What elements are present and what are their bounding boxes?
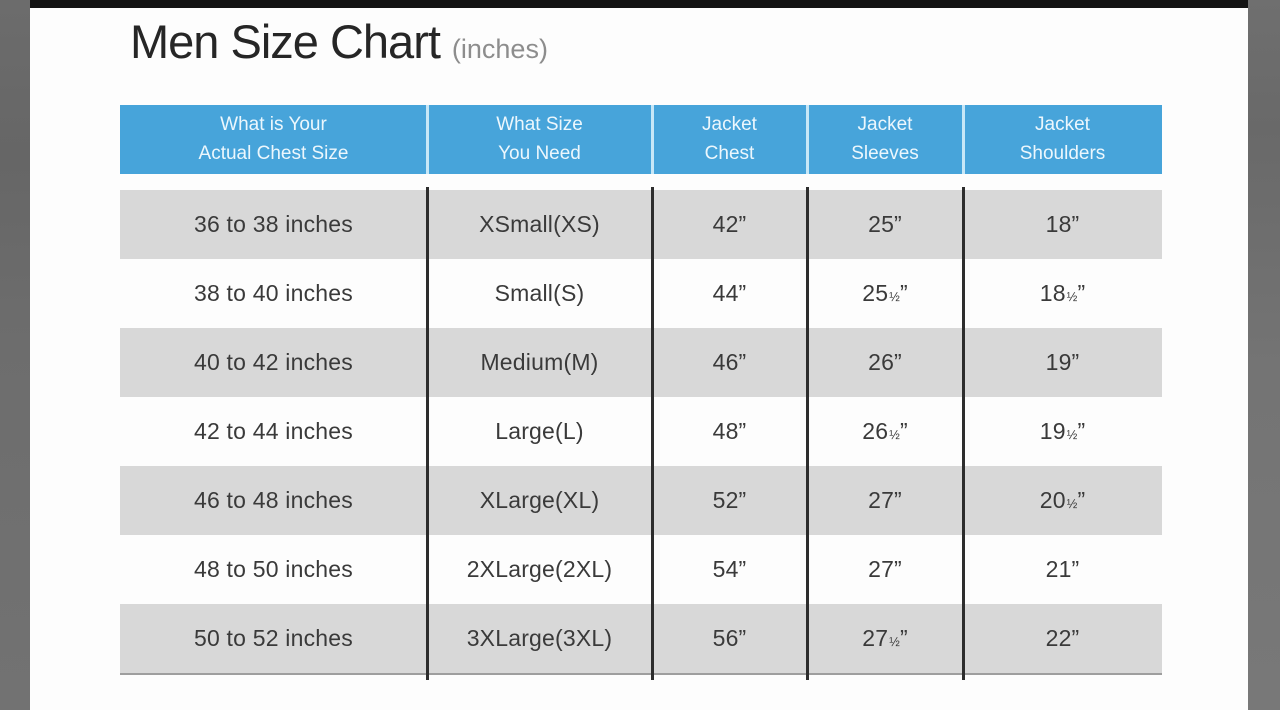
header-cell-jacket-chest: Jacket Chest: [702, 114, 757, 164]
column-divider: [651, 187, 654, 680]
cell-chest-range: 42 to 44 inches: [193, 418, 353, 444]
table-row: 40 to 42 inches Medium(M) 46” 26” 19”: [120, 328, 1162, 397]
column-divider: [806, 187, 809, 680]
cell-jacket-shoulders: 22”: [1045, 625, 1080, 651]
cell-jacket-sleeves: 27 ½”: [862, 625, 908, 651]
cell-chest-range: 48 to 50 inches: [193, 556, 353, 582]
table-rows: 36 to 38 inches XSmall(XS) 42” 25” 18” 3…: [120, 190, 1162, 673]
cell-size-needed: XSmall(XS): [479, 211, 600, 237]
cell-size-needed: 2XLarge(2XL): [466, 556, 613, 582]
cell-jacket-chest: 52”: [712, 487, 747, 513]
half-fraction: ½: [1066, 496, 1078, 511]
half-fraction: ½: [889, 634, 900, 649]
column-divider: [962, 187, 965, 680]
half-fraction: ½: [1066, 427, 1078, 442]
header-column-divider: [806, 105, 809, 174]
header-cell-chest-range: What is Your Actual Chest Size: [198, 114, 349, 164]
half-fraction: ½: [889, 427, 900, 442]
size-chart-table: What is Your Actual Chest Size What Size…: [120, 105, 1162, 680]
cell-jacket-sleeves: 26”: [868, 349, 902, 375]
cell-jacket-shoulders: 20 ½”: [1039, 487, 1086, 513]
cell-jacket-chest: 42”: [712, 211, 747, 237]
cell-jacket-shoulders: 21”: [1045, 556, 1080, 582]
table-body: 36 to 38 inches XSmall(XS) 42” 25” 18” 3…: [120, 187, 1162, 680]
table-row: 38 to 40 inches Small(S) 44” 25 ½” 18 ½”: [120, 259, 1162, 328]
header-column-divider: [651, 105, 654, 174]
table-row: 36 to 38 inches XSmall(XS) 42” 25” 18”: [120, 190, 1162, 259]
cell-chest-range: 46 to 48 inches: [193, 487, 353, 513]
cell-size-needed: 3XLarge(3XL): [466, 625, 613, 651]
cell-chest-range: 36 to 38 inches: [193, 211, 353, 237]
header-column-divider: [426, 105, 429, 174]
cell-chest-range: 38 to 40 inches: [193, 280, 353, 306]
header-column-divider: [962, 105, 965, 174]
top-letterbox-bar: [30, 0, 1248, 8]
cell-jacket-chest: 44”: [712, 280, 747, 306]
header-cell-jacket-sleeves: Jacket Sleeves: [851, 114, 919, 164]
cell-jacket-chest: 56”: [712, 625, 747, 651]
cell-jacket-sleeves: 25”: [868, 211, 902, 237]
table-header-row: What is Your Actual Chest Size What Size…: [120, 105, 1162, 174]
cell-jacket-shoulders: 19 ½”: [1039, 418, 1086, 444]
cell-jacket-sleeves: 27”: [868, 487, 902, 513]
header-cell-jacket-shoulders: Jacket Shoulders: [1019, 114, 1106, 164]
header-cell-size-needed: What Size You Need: [496, 114, 583, 164]
cell-jacket-shoulders: 18 ½”: [1039, 280, 1086, 306]
column-divider: [426, 187, 429, 680]
cell-jacket-chest: 46”: [712, 349, 747, 375]
cell-size-needed: XLarge(XL): [479, 487, 600, 513]
cell-size-needed: Large(L): [495, 418, 584, 444]
cell-size-needed: Small(S): [494, 280, 585, 306]
cell-size-needed: Medium(M): [480, 349, 599, 375]
half-fraction: ½: [1066, 289, 1078, 304]
cell-jacket-chest: 48”: [712, 418, 747, 444]
half-fraction: ½: [889, 289, 900, 304]
left-gray-band: [0, 0, 30, 710]
cell-jacket-shoulders: 18”: [1045, 211, 1080, 237]
cell-chest-range: 40 to 42 inches: [193, 349, 353, 375]
cell-jacket-chest: 54”: [712, 556, 747, 582]
cell-jacket-sleeves: 27”: [868, 556, 902, 582]
page-title-row: Men Size Chart (inches): [130, 14, 548, 69]
table-row: 50 to 52 inches 3XLarge(3XL) 56” 27 ½” 22…: [120, 604, 1162, 673]
cell-chest-range: 50 to 52 inches: [193, 625, 353, 651]
page-title-units: (inches): [451, 34, 548, 64]
table-row: 42 to 44 inches Large(L) 48” 26 ½” 19 ½”: [120, 397, 1162, 466]
table-row: 48 to 50 inches 2XLarge(2XL) 54” 27” 21”: [120, 535, 1162, 604]
cell-jacket-sleeves: 25 ½”: [862, 280, 908, 306]
right-gray-band: [1248, 0, 1280, 710]
cell-jacket-shoulders: 19”: [1045, 349, 1080, 375]
cell-jacket-sleeves: 26 ½”: [862, 418, 908, 444]
page-title: Men Size Chart: [130, 15, 441, 68]
table-row: 46 to 48 inches XLarge(XL) 52” 27” 20 ½”: [120, 466, 1162, 535]
